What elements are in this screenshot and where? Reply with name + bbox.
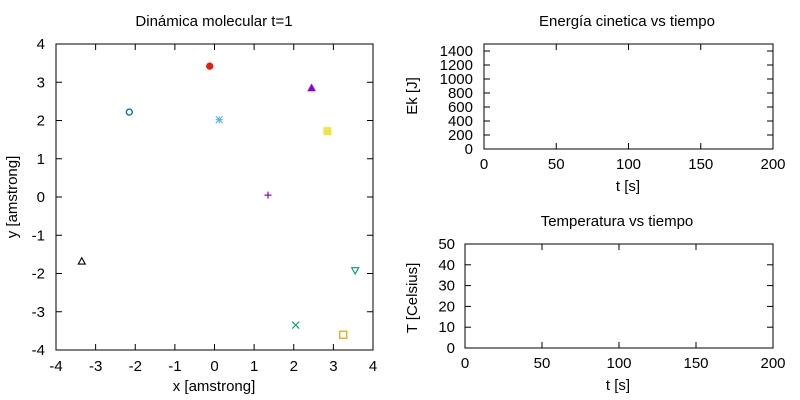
point-circle-open-marker [125,108,133,116]
scatter-ytick-label: 4 [37,36,45,53]
temperature-xtick-label: 200 [760,355,785,372]
point-circle-filled-marker [206,62,214,70]
energy-ytick-label: 1400 [440,43,473,60]
scatter-xtick-label: -3 [89,358,102,375]
energy-ylabel: Ek [J] [404,77,421,115]
point-cross-marker [291,321,300,330]
energy-ytick-label: 1000 [440,71,473,88]
scatter-ytick-label: -4 [32,342,45,359]
scatter-points [77,62,360,339]
scatter-panel: Dinámica molecular t=1 -4 -3 -2 -1 0 1 2 3 4 -4 -3… [4,13,377,395]
scatter-ytick-label: 1 [37,151,45,168]
energy-xtick-label: 100 [616,156,641,173]
point-plus-marker [264,191,272,199]
energy-ytick-label: 200 [448,127,473,144]
energy-xlabel: t [s] [616,178,640,195]
temperature-ytick-label: 0 [447,340,455,357]
scatter-ticks: -4 -3 -2 -1 0 1 2 3 4 -4 -3 -2 -1 0 1 2 3 4 [32,36,378,375]
point-square-filled-marker [323,127,332,136]
scatter-ytick-label: 2 [37,113,45,130]
scatter-ytick-label: 0 [37,189,45,206]
scatter-xtick-label: -4 [49,358,62,375]
scatter-ylabel: y [amstrong] [4,156,21,239]
energy-ytick-label: 0 [465,141,473,158]
temperature-ytick-label: 40 [438,257,455,274]
scatter-ytick-label: -1 [32,227,45,244]
temperature-ytick-label: 20 [438,298,455,315]
scatter-ytick-label: 3 [37,74,45,91]
temperature-ytick-label: 30 [438,278,455,295]
scatter-frame [55,43,374,351]
scatter-xtick-label: -2 [129,358,142,375]
energy-xtick-label: 0 [480,156,488,173]
point-star-marker [215,115,224,124]
energy-ytick-label: 800 [448,85,473,102]
energy-ytick-label: 400 [448,113,473,130]
temperature-panel: Temperatura vs tiempo 0 50 100 150 200 0 10 20 3… [404,213,786,394]
temperature-ticks: 0 50 100 150 200 0 10 20 30 40 50 [438,236,785,372]
scatter-ytick-label: -3 [32,304,45,321]
temperature-xtick-label: 50 [534,355,551,372]
temperature-frame [464,243,774,349]
scatter-xtick-label: -1 [168,358,181,375]
point-triangle-down-open-marker [350,267,360,276]
energy-panel: Energía cinetica vs tiempo 0 50 100 150 2000… [404,13,786,195]
scatter-xtick-label: 4 [369,358,377,375]
temperature-ylabel: T [Celsius] [404,263,421,334]
scatter-xtick-label: 3 [329,358,337,375]
scatter-ytick-label: -2 [32,266,45,283]
energy-ytick-label: 600 [448,99,473,116]
point-triangle-up-filled-marker [307,83,316,92]
temperature-ytick-label: 50 [438,236,455,253]
scatter-title: Dinámica molecular t=1 [135,13,292,30]
energy-frame [483,43,774,150]
scatter-xtick-label: 1 [250,358,258,375]
temperature-title: Temperatura vs tiempo [541,213,694,230]
temperature-xtick-label: 0 [461,355,469,372]
temperature-xtick-label: 150 [683,355,708,372]
temperature-xlabel: t [s] [606,377,630,394]
temperature-ytick-label: 10 [438,319,455,336]
energy-xtick-label: 150 [688,156,713,173]
scatter-xtick-label: 0 [210,358,218,375]
temperature-xtick-label: 100 [606,355,631,372]
energy-xtick-label: 50 [548,156,565,173]
point-square-open-marker [339,330,348,339]
energy-xtick-label: 200 [760,156,785,173]
energy-title: Energía cinetica vs tiempo [539,13,715,30]
point-triangle-up-open-marker [77,256,87,265]
scatter-xtick-label: 2 [290,358,298,375]
energy-ytick-label: 1200 [440,57,473,74]
scatter-xlabel: x [amstrong] [173,378,256,395]
